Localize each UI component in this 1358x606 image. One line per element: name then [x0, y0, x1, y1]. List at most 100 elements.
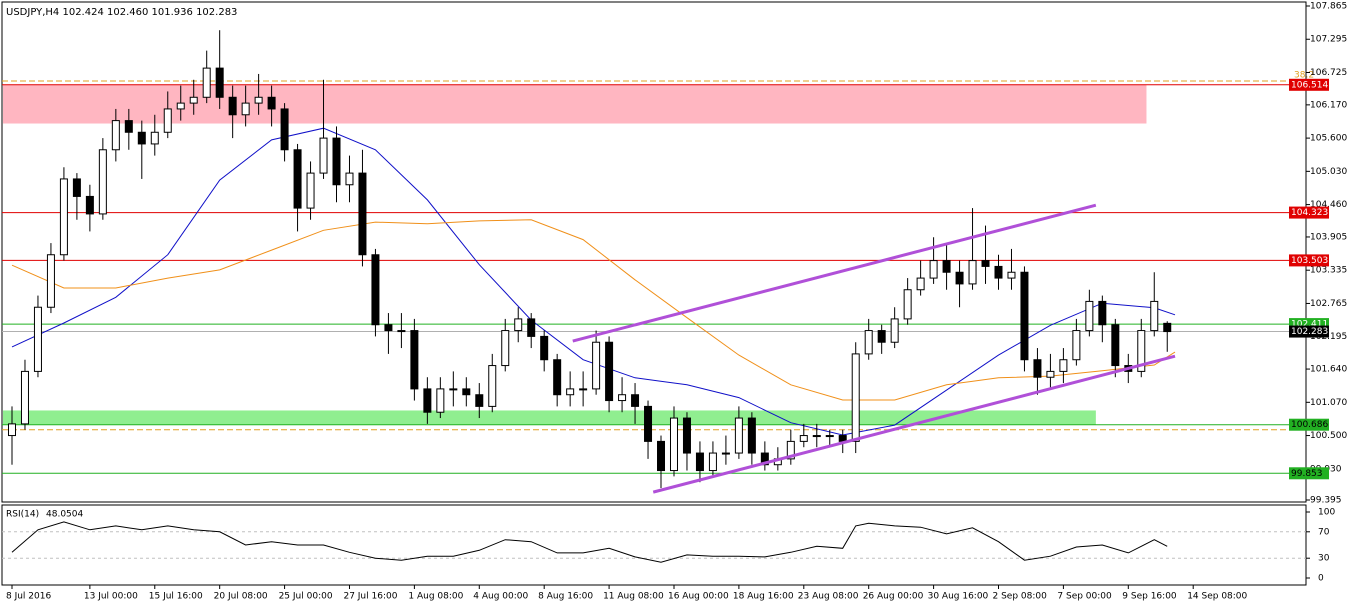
candle-body: [968, 260, 977, 285]
candle-body: [553, 359, 562, 396]
level-price-box: [1289, 206, 1329, 219]
y-tick-label: 102.765: [1310, 299, 1347, 309]
candle-body: [695, 452, 704, 472]
candle-body: [1072, 330, 1081, 361]
rsi-y-tick-label: 30: [1318, 554, 1330, 564]
level-price-label: 106.514: [1291, 80, 1328, 90]
candle-body: [929, 260, 938, 279]
candle-body: [851, 353, 860, 442]
candle-body: [644, 405, 653, 442]
candle-body: [708, 452, 717, 472]
candle-body: [33, 306, 42, 372]
candle-body: [85, 195, 94, 215]
level-price-box: [1289, 467, 1329, 480]
rsi-y-tick-label: 70: [1318, 527, 1330, 537]
x-tick-label: 1 Aug 08:00: [408, 592, 463, 602]
candle-body: [1007, 271, 1016, 279]
x-tick-label: 8 Jul 2016: [6, 592, 51, 602]
candle-body: [566, 388, 575, 396]
candle-body: [384, 324, 393, 332]
x-tick-label: 27 Jul 16:00: [343, 592, 397, 602]
candle-body: [215, 67, 224, 98]
candle-body: [657, 440, 666, 472]
y-tick-label: 99.395: [1310, 496, 1342, 506]
candle-body: [501, 330, 510, 367]
candle-body: [423, 388, 432, 413]
candle-body: [228, 96, 237, 116]
candle-body: [1111, 324, 1120, 367]
candle-body: [189, 96, 198, 104]
current-price-label: 102.283: [1291, 327, 1328, 337]
rsi-y-tick-label: 100: [1318, 508, 1335, 518]
x-tick-label: 8 Aug 16:00: [538, 592, 593, 602]
x-tick-label: 2 Sep 08:00: [992, 592, 1047, 602]
x-tick-label: 14 Sep 08:00: [1187, 592, 1247, 602]
y-tick-label: 107.295: [1310, 35, 1347, 45]
candle-body: [682, 417, 691, 454]
candle-body: [618, 394, 627, 402]
candle-body: [267, 96, 276, 110]
candle-body: [202, 67, 211, 98]
candle-body: [280, 108, 289, 151]
candle-body: [124, 120, 133, 133]
level-price-label: 100.686: [1291, 420, 1328, 430]
level-price-label: 99.853: [1291, 469, 1323, 479]
candle-body: [46, 254, 55, 308]
candle-body: [838, 435, 847, 442]
x-tick-label: 15 Jul 16:00: [149, 592, 203, 602]
rsi-line: [11, 521, 1168, 563]
candle-body: [955, 271, 964, 285]
candle-body: [475, 394, 484, 407]
x-tick-label: 13 Jul 00:00: [84, 592, 138, 602]
candle-body: [605, 341, 614, 402]
candle-body: [825, 435, 834, 438]
candle-body: [514, 318, 523, 332]
candle-body: [812, 435, 821, 438]
candle-body: [864, 330, 873, 355]
candle-body: [747, 417, 756, 454]
y-tick-label: 107.865: [1310, 2, 1347, 12]
x-tick-label: 20 Jul 08:00: [214, 592, 268, 602]
candle-body: [1163, 322, 1172, 333]
rsi-label: RSI(14): [6, 510, 39, 520]
candle-body: [799, 435, 808, 442]
zone: [3, 84, 1147, 124]
candle-body: [306, 172, 315, 209]
moving-average: [11, 219, 1176, 401]
candle-body: [358, 172, 367, 256]
x-tick-label: 26 Aug 00:00: [863, 592, 924, 602]
trendline: [652, 354, 1176, 494]
candle-body: [579, 388, 588, 391]
level-price-box: [1289, 78, 1329, 91]
candle-body: [1137, 330, 1146, 372]
candle-body: [877, 330, 886, 343]
current-price-box: [1289, 325, 1329, 338]
x-tick-label: 30 Aug 16:00: [928, 592, 989, 602]
candle-body: [449, 388, 458, 391]
level-price-box: [1289, 418, 1329, 431]
candle-body: [527, 318, 536, 337]
x-tick-label: 7 Sep 00:00: [1057, 592, 1112, 602]
x-tick-label: 16 Aug 00:00: [668, 592, 729, 602]
candle-body: [98, 149, 107, 215]
main-panel-frame: [1, 1, 1307, 503]
y-tick-label: 103.905: [1310, 232, 1347, 242]
candle-body: [241, 102, 250, 116]
candle-body: [20, 370, 29, 425]
candle-body: [410, 330, 419, 390]
candle-body: [903, 289, 912, 320]
level-price-label: 103.503: [1291, 256, 1328, 266]
chart-header: USDJPY,H4 102.424 102.460 101.936 102.28…: [6, 7, 237, 18]
x-tick-label: 23 Aug 08:00: [798, 592, 859, 602]
candle-body: [111, 120, 120, 151]
candle-body: [462, 388, 471, 396]
candle-body: [150, 131, 159, 145]
x-tick-label: 18 Aug 16:00: [733, 592, 794, 602]
candle-body: [59, 178, 68, 256]
trendline: [572, 203, 1097, 343]
candle-body: [397, 330, 406, 333]
candle-body: [163, 108, 172, 133]
y-tick-label: 101.640: [1310, 365, 1347, 375]
